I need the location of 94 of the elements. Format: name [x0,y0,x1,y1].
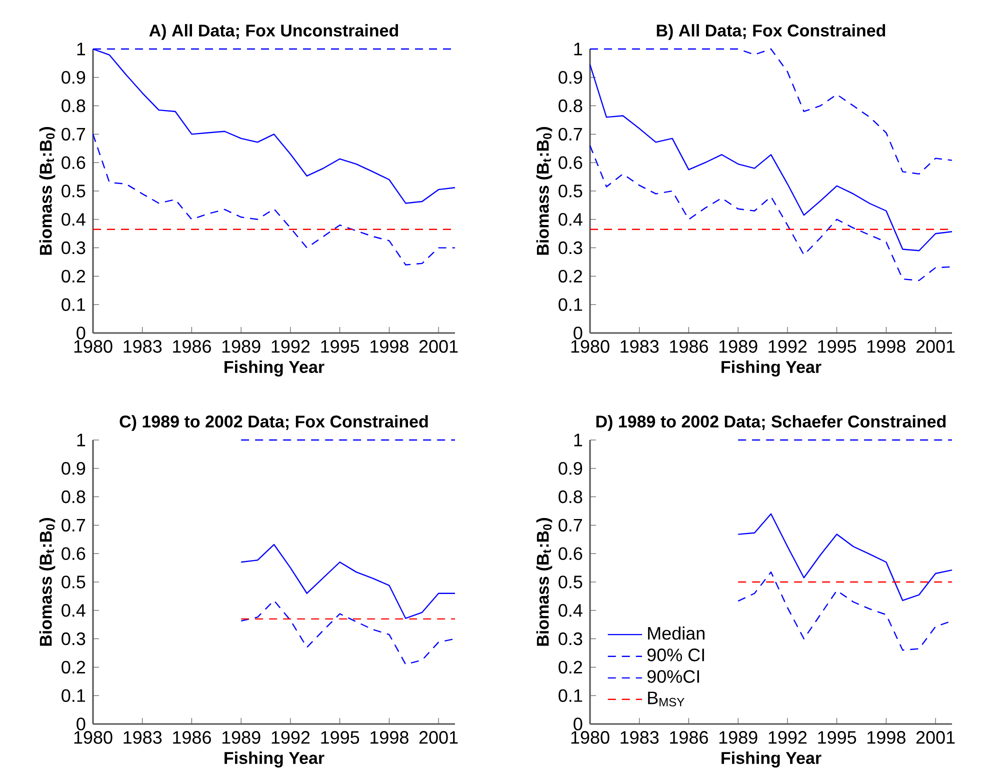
x-tick-label: 1992 [768,340,807,353]
y-tick-label: 0.2 [558,270,582,283]
y-tick-label: 0.2 [62,660,86,674]
chart-title: D) 1989 to 2002 Data; Schaefer Constrained [596,415,946,431]
y-tick-label: 0 [76,718,86,730]
x-tick-label: 1980 [74,731,112,744]
y-tick-label: 0.2 [558,660,582,674]
x-tick-label: 1983 [620,731,659,744]
y-axis-title: Biomass (B$_{t}$:B$_{0}$) [536,127,552,255]
y-tick-label: 0.3 [62,632,86,646]
y-tick-label: 0.3 [558,241,582,254]
y-tick-label: 0.5 [62,576,86,588]
y-tick-label: 0.8 [62,490,86,504]
y-tick-label: 0.4 [558,604,582,617]
y-tick-label: 0.8 [558,490,582,504]
x-tick-label: 1992 [768,731,807,744]
y-axis-title: Biomass (B$_{t}$:B$_{0}$) [39,127,56,255]
y-tick-label: 0.7 [62,128,86,141]
y-tick-label: 1 [77,434,86,446]
y-tick-label: 0.4 [558,213,582,226]
x-axis-title: Fishing Year [224,752,324,768]
x-axis-title: Fishing Year [722,752,822,768]
x-tick-label: 1998 [868,731,906,744]
y-tick-label: 0.9 [62,462,86,475]
chart-title: C) 1989 to 2002 Data; Fox Constrained [120,415,428,431]
x-tick-label: 1998 [370,340,408,353]
x-tick-label: 1995 [818,731,856,744]
y-tick-label: 0.9 [558,462,582,475]
y-tick-label: 1 [574,42,582,56]
y-tick-label: 0.1 [62,298,86,311]
y-tick-label: 0.5 [558,576,582,588]
y-tick-label: 1 [574,434,582,446]
x-tick-label: 1995 [818,340,856,353]
y-axis-title: Biomass (B$_{t}$:B$_{0}$) [536,518,552,646]
y-tick-label: 0.6 [558,156,582,169]
y-tick-label: 0.3 [558,632,582,646]
x-tick-label: 1986 [173,340,211,353]
y-tick-label: 0.8 [558,99,582,112]
x-tick-label: 1995 [321,340,360,353]
x-tick-label: 1989 [222,731,260,744]
y-tick-label: 0 [574,326,582,340]
x-tick-label: 1992 [272,340,310,353]
x-tick-label: 1986 [670,731,708,744]
legend-label: Median [648,626,704,640]
line-series [737,513,953,602]
y-tick-label: 0.6 [62,156,86,169]
line-series [589,64,953,252]
x-tick-label: 2001 [916,731,955,744]
legend-label: 90% CI [647,648,704,662]
x-tick-label: 1980 [571,340,610,353]
y-tick-label: 0.4 [62,213,86,226]
x-tick-label: 1980 [571,731,610,744]
x-tick-label: 1989 [719,340,758,353]
y-tick-label: 0 [76,326,86,340]
x-tick-label: 2001 [419,731,458,744]
y-tick-label: 1 [77,42,86,56]
y-tick-label: 0.6 [62,547,86,560]
x-tick-label: 1998 [868,340,906,353]
y-tick-label: 0.1 [62,689,86,702]
y-tick-label: 0.2 [62,270,86,283]
x-tick-label: 1995 [321,731,360,744]
x-tick-label: 1986 [173,731,211,744]
legend-label: 90%CI [647,670,699,683]
y-tick-label: 0.7 [558,518,582,532]
y-tick-label: 0.9 [558,71,582,84]
y-tick-label: 0.4 [62,604,86,617]
x-axis-title: Fishing Year [224,360,324,376]
x-tick-label: 1989 [719,731,758,744]
y-tick-label: 0.7 [62,518,86,532]
x-tick-label: 1998 [370,731,408,744]
x-tick-label: 1983 [124,340,162,353]
y-tick-label: 0.3 [62,241,86,254]
y-tick-label: 0.1 [558,298,582,311]
y-axis-title: Biomass (B$_{t}$:B$_{0}$) [39,518,56,646]
y-tick-label: 0.9 [62,71,86,84]
legend-label: B$_{MSY}$ [648,692,684,706]
y-tick-label: 0.7 [558,128,582,141]
y-tick-label: 0.8 [62,99,86,112]
y-tick-label: 0.1 [558,689,582,702]
x-tick-label: 1992 [272,731,310,744]
y-tick-label: 0 [574,718,582,730]
x-tick-label: 1980 [74,340,112,353]
x-tick-label: 2001 [916,340,955,353]
x-tick-label: 2001 [419,340,458,353]
chart-title: B) All Data; Fox Constrained [656,24,886,40]
y-tick-label: 0.5 [62,184,86,198]
x-axis-title: Fishing Year [722,360,822,376]
chart-title: A) All Data; Fox Unconstrained [149,24,398,40]
x-tick-label: 1983 [124,731,162,744]
x-tick-label: 1986 [670,340,708,353]
y-tick-label: 0.6 [558,547,582,560]
y-tick-label: 0.5 [558,184,582,198]
x-tick-label: 1989 [222,340,260,353]
x-tick-label: 1983 [620,340,659,353]
